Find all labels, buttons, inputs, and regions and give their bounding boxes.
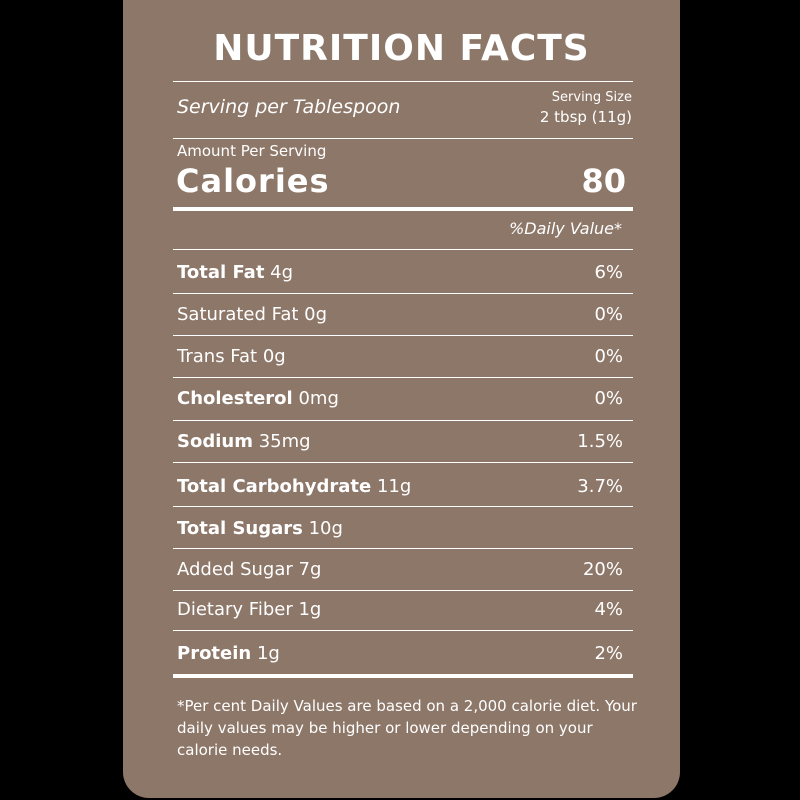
divider: [173, 590, 633, 591]
serving-per-text: Serving per Tablespoon: [177, 96, 401, 118]
nutrient-row: Sodium 35mg 1.5%: [177, 431, 623, 452]
thick-divider: [173, 674, 633, 678]
nutrient-daily-value: 6%: [594, 262, 623, 283]
nutrient-row: Protein 1g 2%: [177, 643, 623, 664]
nutrient-name: Total Carbohydrate: [177, 476, 372, 497]
thick-divider: [173, 207, 633, 211]
nutrient-row: Total Sugars 10g: [177, 518, 623, 539]
nutrient-daily-value: 3.7%: [577, 476, 623, 497]
serving-size-label: Serving Size: [551, 90, 632, 105]
nutrient-amount: 1g: [298, 599, 322, 620]
nutrient-row: Added Sugar 7g 20%: [177, 559, 623, 580]
nutrient-daily-value: 0%: [594, 346, 623, 367]
divider: [173, 506, 633, 507]
serving-size-value: 2 tbsp (11g): [539, 108, 632, 126]
nutrient-daily-value: 0%: [594, 304, 623, 325]
nutrient-daily-value: 4%: [594, 599, 623, 620]
nutrient-amount: 1g: [256, 643, 280, 664]
calories-label: Calories: [176, 162, 330, 200]
nutrient-amount: 4g: [270, 262, 294, 283]
amount-per-serving-label: Amount Per Serving: [177, 142, 327, 160]
divider: [173, 377, 633, 378]
daily-value-footnote: *Per cent Daily Values are based on a 2,…: [177, 697, 637, 759]
divider: [173, 249, 633, 250]
nutrient-name: Protein: [177, 643, 252, 664]
nutrient-amount: 0mg: [298, 388, 339, 409]
nutrient-name: Added Sugar: [177, 559, 293, 580]
divider: [173, 462, 633, 463]
divider: [173, 293, 633, 294]
nutrient-row: Total Carbohydrate 11g 3.7%: [177, 476, 623, 497]
nutrient-name: Saturated Fat: [177, 304, 299, 325]
divider: [173, 81, 633, 82]
divider: [173, 138, 633, 139]
nutrient-daily-value: 2%: [594, 643, 623, 664]
nutrient-name: Total Sugars: [177, 518, 303, 539]
daily-value-header: %Daily Value*: [509, 219, 622, 238]
nutrient-row: Dietary Fiber 1g 4%: [177, 599, 623, 620]
nutrient-daily-value: 20%: [582, 559, 623, 580]
nutrient-name: Sodium: [177, 431, 253, 452]
nutrient-amount: 10g: [308, 518, 343, 539]
divider: [173, 420, 633, 421]
nutrient-amount: 0g: [262, 346, 286, 367]
nutrient-name: Trans Fat: [177, 346, 258, 367]
divider: [173, 548, 633, 549]
calories-value: 80: [581, 162, 626, 200]
nutrient-amount: 35mg: [258, 431, 311, 452]
nutrient-row: Trans Fat 0g 0%: [177, 346, 623, 367]
nutrient-daily-value: 1.5%: [577, 431, 623, 452]
nutrient-row: Cholesterol 0mg 0%: [177, 388, 623, 409]
nutrition-facts-title: NUTRITION FACTS: [213, 28, 590, 69]
nutrition-facts-panel: NUTRITION FACTS Serving per Tablespoon S…: [123, 0, 680, 798]
nutrient-name: Cholesterol: [177, 388, 293, 409]
nutrient-amount: 7g: [298, 559, 322, 580]
nutrient-row: Saturated Fat 0g 0%: [177, 304, 623, 325]
nutrient-name: Total Fat: [177, 262, 265, 283]
divider: [173, 335, 633, 336]
nutrient-row: Total Fat 4g 6%: [177, 262, 623, 283]
nutrient-amount: 11g: [376, 476, 412, 497]
divider: [173, 630, 633, 631]
nutrient-daily-value: 0%: [594, 388, 623, 409]
nutrient-amount: 0g: [304, 304, 328, 325]
nutrient-name: Dietary Fiber: [177, 599, 293, 620]
